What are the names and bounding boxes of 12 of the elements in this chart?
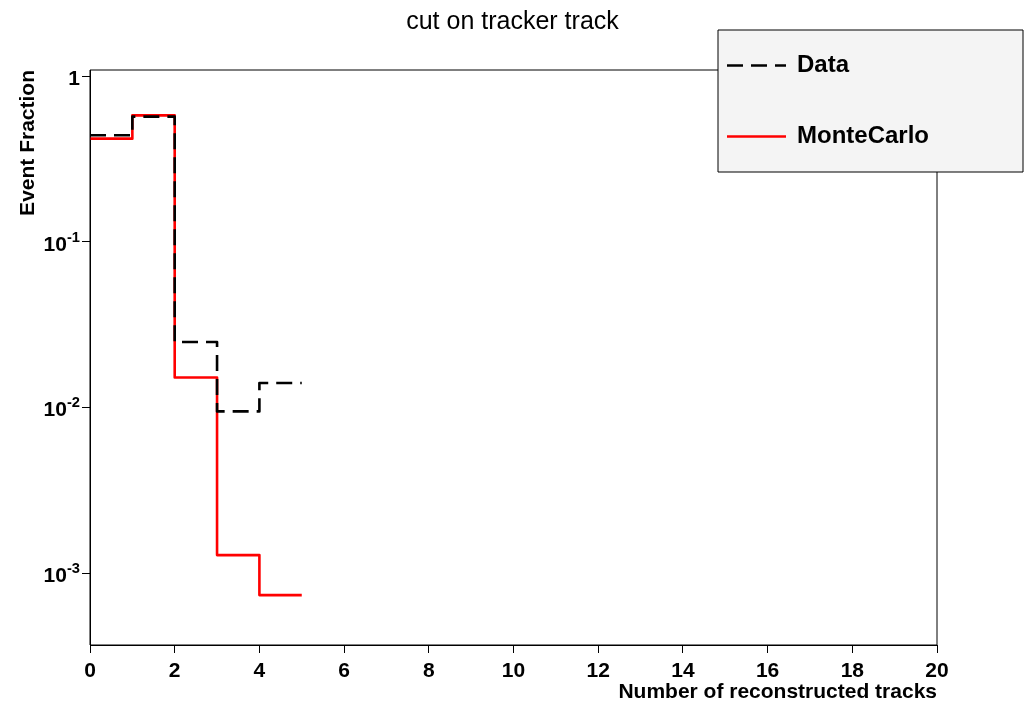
- legend-label: MonteCarlo: [797, 121, 929, 149]
- legend-label: Data: [797, 50, 850, 78]
- x-tick-label: 6: [338, 658, 350, 682]
- x-tick-label: 10: [501, 658, 526, 682]
- y-tick-label: 1: [68, 66, 81, 89]
- chart-title: cut on tracker track: [406, 5, 620, 34]
- x-tick-label: 4: [253, 658, 266, 682]
- x-tick-label: 0: [84, 658, 96, 682]
- x-tick-label: 8: [422, 658, 435, 682]
- x-tick-label: 12: [586, 658, 610, 682]
- x-tick-label: 2: [168, 658, 181, 682]
- y-axis-title: Event Fraction: [14, 70, 38, 216]
